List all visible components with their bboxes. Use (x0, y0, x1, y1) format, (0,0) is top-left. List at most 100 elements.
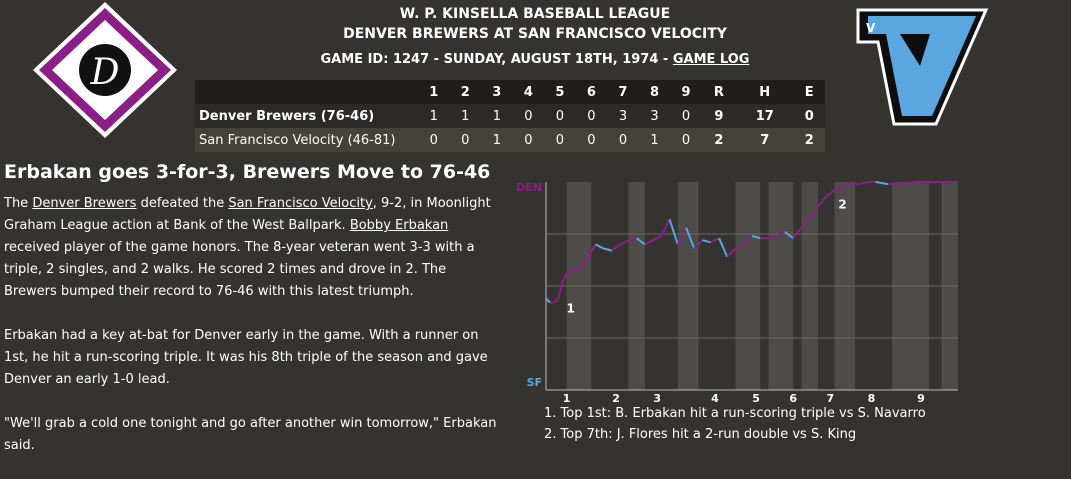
league-title: W. P. KINSELLA BASEBALL LEAGUE (399, 6, 671, 22)
win-probability-segment (574, 264, 584, 271)
inning-tick-label: 8 (868, 392, 876, 405)
win-probability-segment (768, 235, 777, 240)
inning-score: 0 (670, 128, 702, 152)
inning-score: 3 (607, 104, 639, 128)
box-score-table: 1 2 3 4 5 6 7 8 9 R H E Denver Brewers (… (195, 80, 825, 152)
svg-text:V: V (866, 21, 876, 35)
story-text: , 9-2, in Moonlight Graham League action… (4, 196, 491, 233)
inning-score: 0 (418, 128, 450, 152)
win-probability-segment (842, 183, 852, 188)
box-score-row-home: San Francisco Velocity (46-81) 0 0 1 0 0… (195, 128, 825, 152)
header-inning-1: 1 (418, 80, 450, 104)
story-paragraph-3: "We'll grab a cold one tonight and go af… (4, 416, 497, 453)
win-probability-segment (875, 181, 889, 186)
inning-tick-label: 2 (612, 392, 620, 405)
win-probability-segment (611, 243, 621, 252)
event-marker: 1 (566, 301, 574, 315)
box-score-header-row: 1 2 3 4 5 6 7 8 9 R H E (195, 80, 825, 104)
win-probability-segment (668, 219, 679, 245)
story-text: defeated the (136, 196, 229, 211)
runs-total: 2 (701, 128, 737, 152)
errors-total: 0 (793, 104, 825, 128)
win-probability-segment (660, 218, 671, 237)
hits-total: 7 (736, 128, 794, 152)
win-probability-segment (776, 231, 786, 237)
san-francisco-velocity-link[interactable]: San Francisco Velocity (228, 196, 373, 211)
inning-score: 0 (544, 128, 576, 152)
game-id-date: GAME ID: 1247 - SUNDAY, AUGUST 18TH, 197… (320, 52, 673, 67)
win-probability-segment (693, 239, 704, 250)
inning-score: 1 (449, 104, 482, 128)
inning-score: 1 (418, 104, 450, 128)
win-probability-segment (718, 237, 729, 258)
win-probability-segment (566, 268, 576, 275)
inning-tick-label: 5 (752, 392, 760, 405)
san-francisco-velocity-logo: V (856, 8, 989, 126)
game-log-link[interactable]: GAME LOG (672, 52, 750, 67)
win-probability-segment (553, 297, 560, 304)
chart-bottom-label: SF (527, 376, 542, 389)
win-probability-segment (652, 235, 662, 242)
inning-score: 1 (481, 128, 513, 152)
win-probability-segment (900, 181, 917, 186)
inning-score: 0 (544, 104, 576, 128)
header-runs: R (701, 80, 737, 104)
win-probability-segment (817, 195, 827, 208)
win-probability-segment (619, 239, 629, 246)
team-name: Denver Brewers (76-46) (195, 104, 418, 128)
inning-tick-label: 6 (789, 392, 797, 405)
inning-tick-label: 7 (826, 392, 834, 405)
win-probability-segment (833, 185, 844, 192)
hits-total: 17 (736, 104, 794, 128)
win-probability-segment (586, 243, 597, 260)
win-probability-segment (784, 231, 794, 239)
story-headline: Erbakan goes 3-for-3, Brewers Move to 76… (4, 161, 491, 183)
inning-tick-label: 4 (711, 392, 719, 405)
win-probability-segment (685, 227, 696, 249)
win-probability-segment (603, 247, 613, 252)
bobby-erbakan-link[interactable]: Bobby Erbakan (349, 218, 449, 233)
win-probability-segment (557, 281, 564, 299)
runs-total: 9 (701, 104, 737, 128)
win-probability-segment (735, 243, 745, 250)
story-text: received player of the game honors. The … (4, 240, 475, 299)
header-team (195, 80, 418, 104)
win-probability-segment (702, 239, 712, 244)
header-inning-9: 9 (670, 80, 702, 104)
inning-score: 0 (670, 104, 702, 128)
win-probability-segment (545, 297, 551, 304)
win-probability-chart: DEN SF 1 2 3 4 5 6 7 8 9 1 2 (516, 181, 958, 405)
header-inning-2: 2 (449, 80, 482, 104)
chart-top-label: DEN (516, 181, 542, 194)
win-probability-segment (628, 237, 637, 242)
inning-score: 1 (638, 128, 671, 152)
team-name: San Francisco Velocity (46-81) (195, 128, 418, 152)
win-probability-segment (710, 237, 720, 244)
story-text: The (4, 196, 33, 211)
header-inning-7: 7 (607, 80, 639, 104)
inning-score: 0 (449, 128, 482, 152)
inning-score: 3 (638, 104, 671, 128)
header-inning-8: 8 (638, 80, 671, 104)
inning-tick-label: 3 (653, 392, 661, 405)
game-info: GAME ID: 1247 - SUNDAY, AUGUST 18TH, 197… (190, 52, 880, 67)
header-inning-5: 5 (544, 80, 576, 104)
header-errors: E (793, 80, 825, 104)
inning-score: 0 (512, 128, 545, 152)
chart-notes: 1. Top 1st: B. Erbakan hit a run-scoring… (544, 403, 926, 445)
win-probability-segment (751, 235, 761, 240)
chart-note-1: 1. Top 1st: B. Erbakan hit a run-scoring… (544, 406, 926, 421)
game-story: Erbakan goes 3-for-3, Brewers Move to 76… (4, 160, 500, 479)
win-probability-segment (792, 227, 803, 239)
win-probability-segment (676, 227, 687, 245)
win-probability-segment (644, 239, 654, 246)
story-paragraph-2: Erbakan had a key at-bat for Denver earl… (4, 328, 488, 387)
win-probability-segment (582, 258, 589, 266)
inning-tick-label: 1 (563, 392, 571, 405)
win-probability-segment (636, 237, 646, 246)
matchup-title: DENVER BREWERS AT SAN FRANCISCO VELOCITY (343, 26, 727, 42)
win-probability-segment (743, 235, 753, 246)
inning-score: 0 (575, 128, 608, 152)
inning-score: 0 (575, 104, 608, 128)
denver-brewers-link[interactable]: Denver Brewers (32, 196, 137, 211)
